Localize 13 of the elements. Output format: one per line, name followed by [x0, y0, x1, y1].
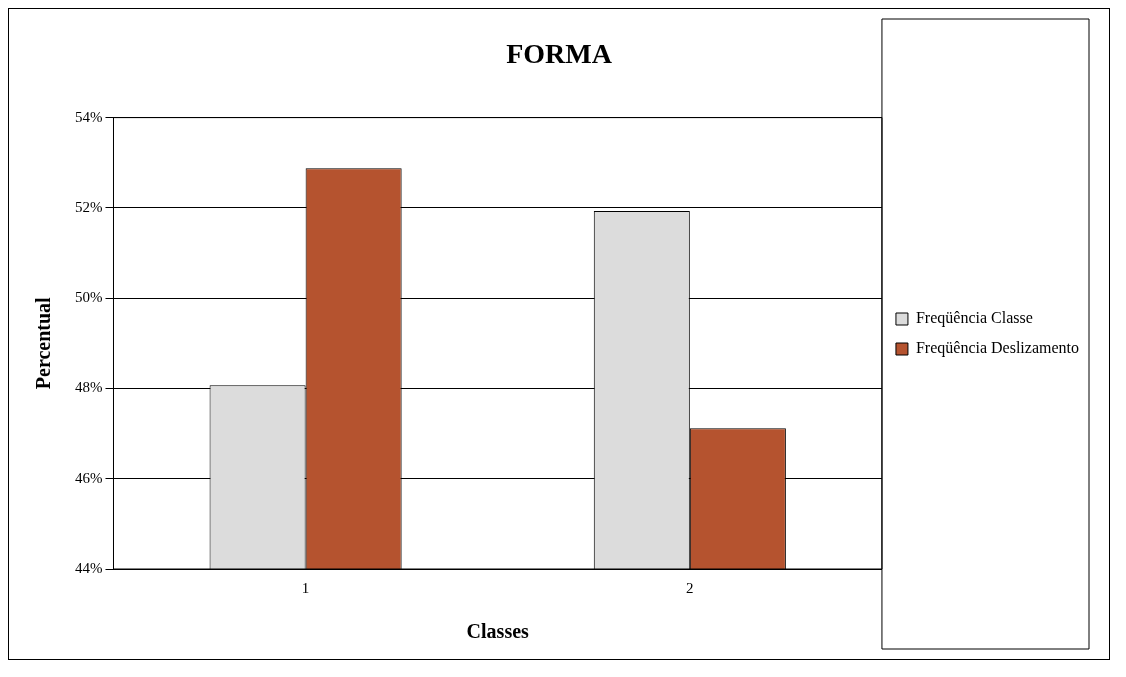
legend-label: Freqüência Deslizamento	[915, 339, 1079, 358]
chart-title: FORMA	[506, 38, 613, 70]
x-axis-title: Classes	[466, 620, 530, 643]
y-tick-label: 48%	[75, 379, 103, 396]
x-tick-label: 1	[301, 579, 310, 596]
y-tick-label: 54%	[75, 108, 103, 125]
x-tick-label: 2	[686, 579, 694, 596]
y-tick-label: 44%	[75, 559, 103, 576]
y-tick-label: 52%	[75, 198, 103, 215]
y-axis-title: Percentual	[32, 296, 55, 390]
legend-label: Freqüência Classe	[915, 309, 1033, 328]
y-tick-label: 50%	[75, 289, 103, 306]
y-tick-label: 46%	[75, 469, 103, 486]
